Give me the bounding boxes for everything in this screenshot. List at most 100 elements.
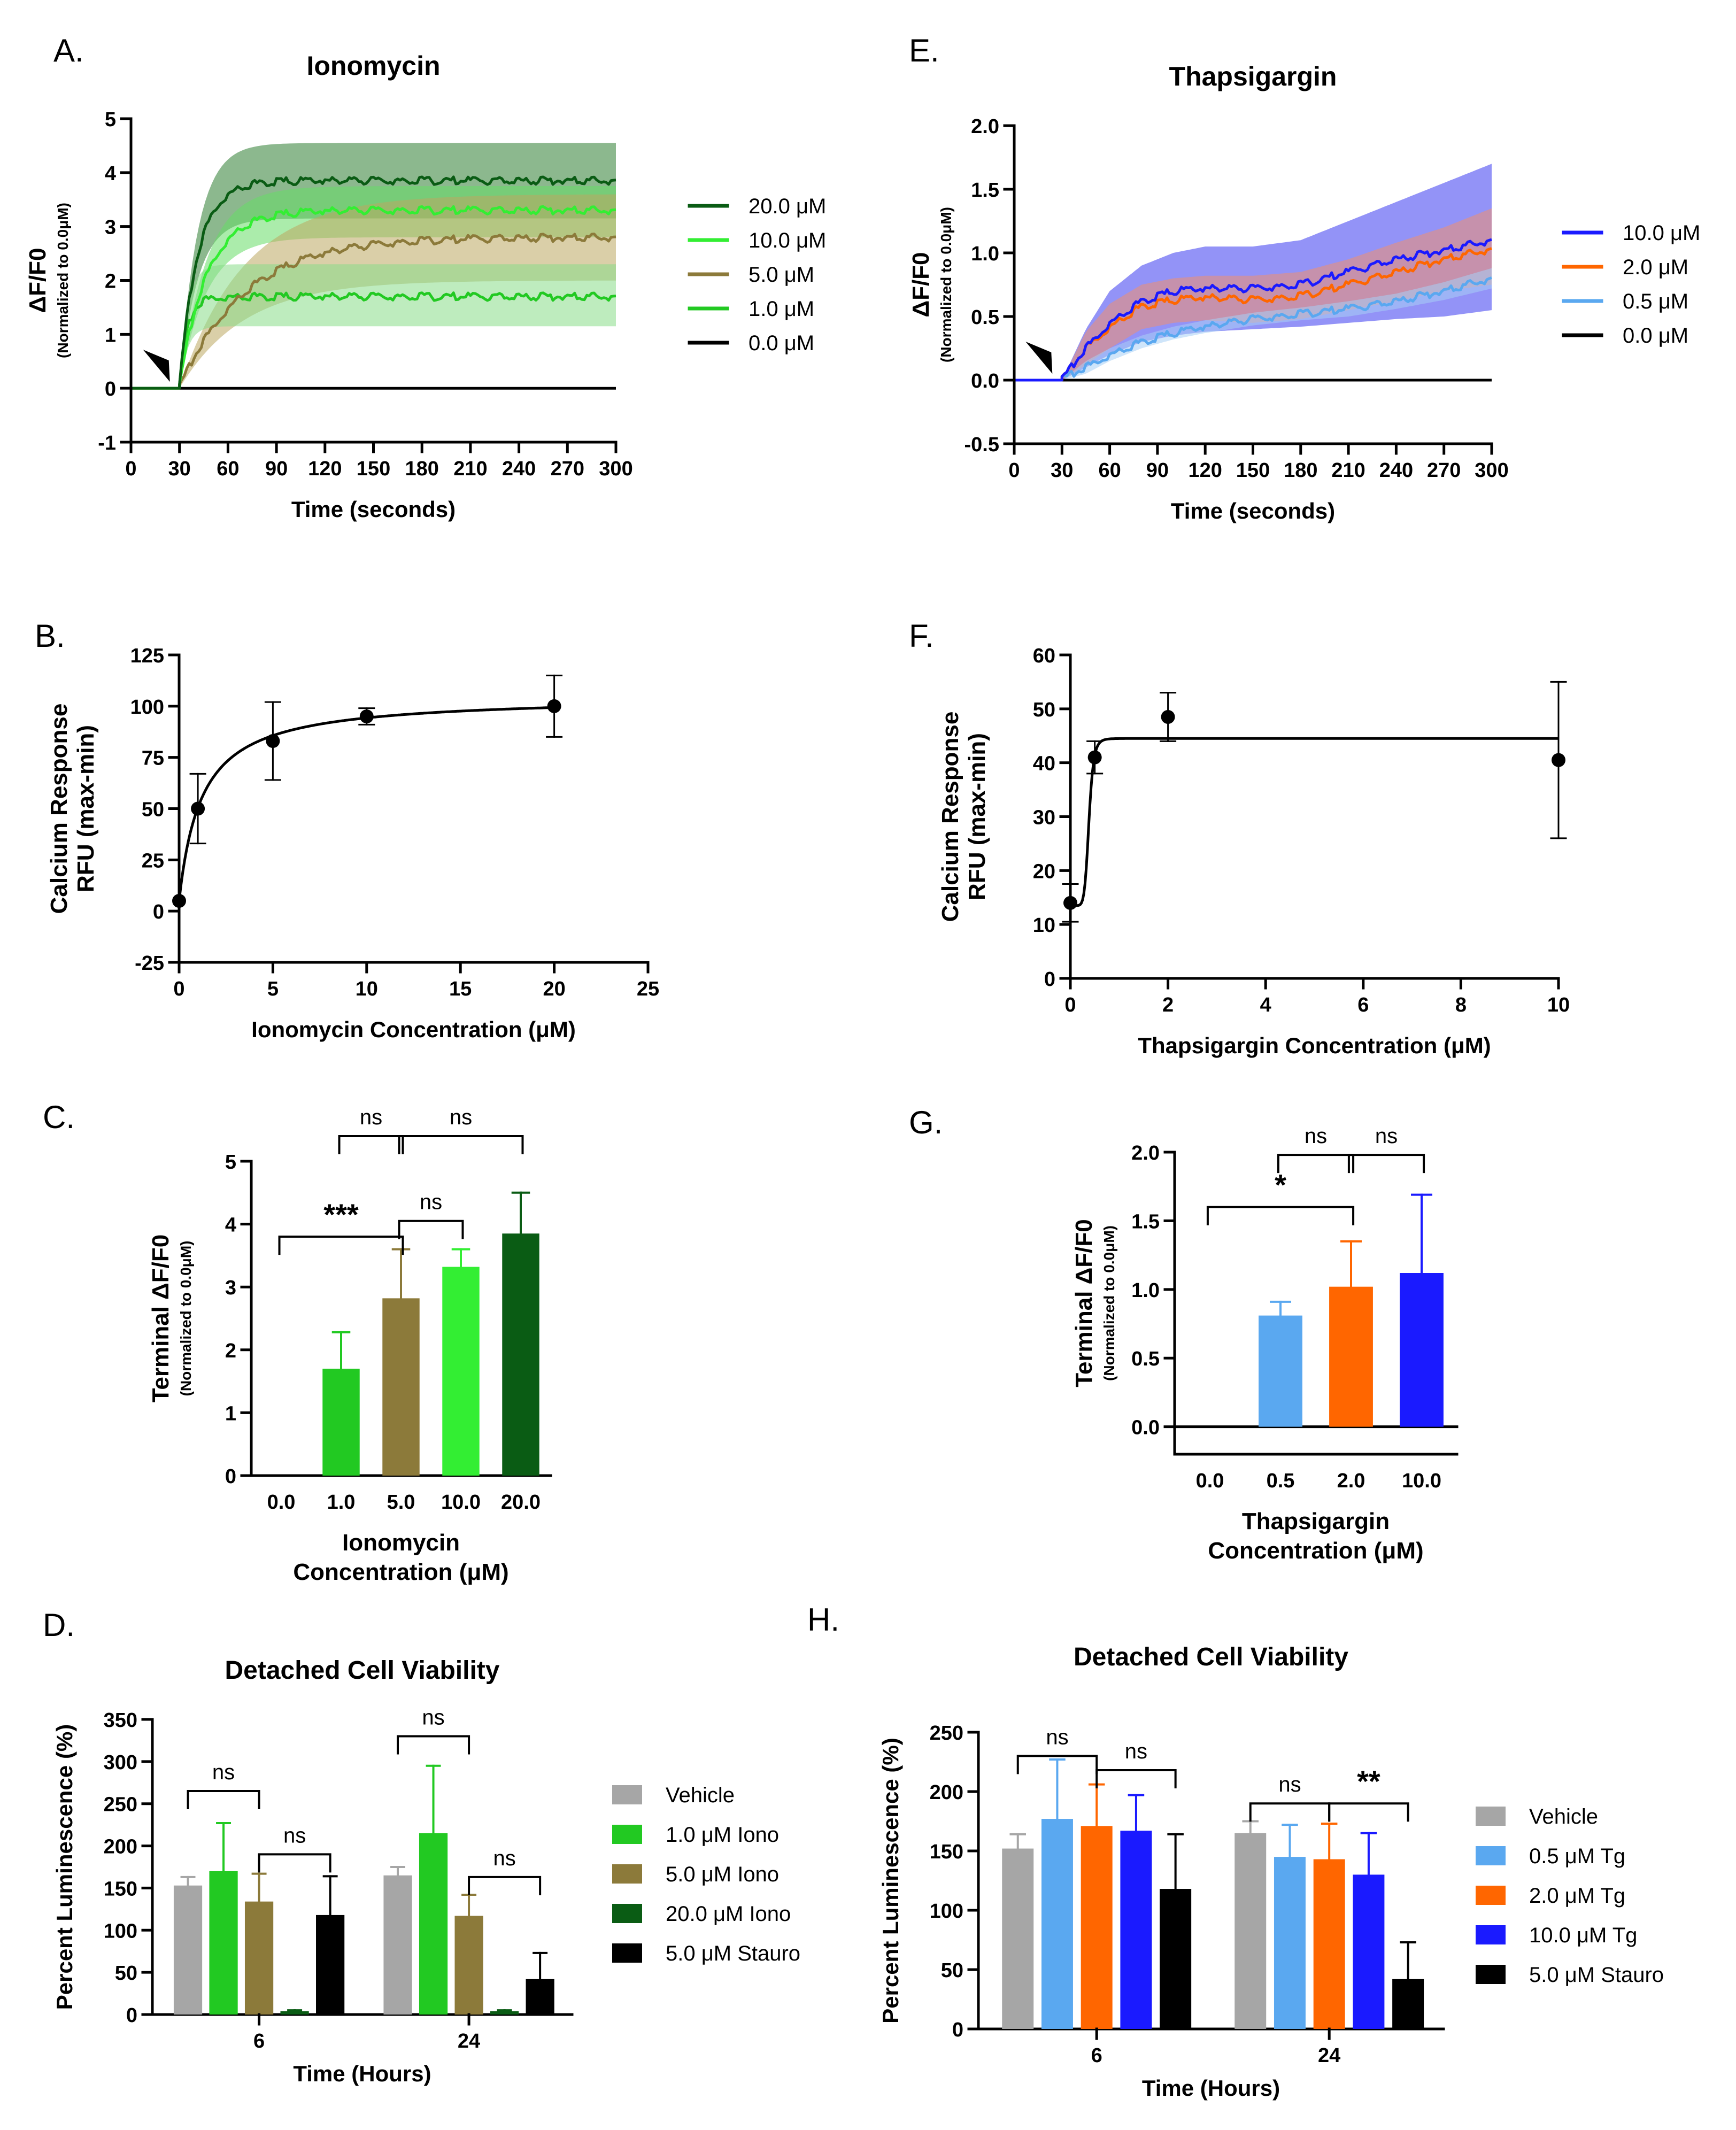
y-axis-subtitle: (Normalized to 0.0μM): [55, 203, 71, 358]
x-tick-label: 120: [308, 458, 342, 480]
y-tick-label: 30: [1033, 807, 1055, 829]
x-tick-label: 210: [1331, 459, 1365, 482]
y-tick-label: -1: [98, 432, 116, 454]
sem-band: [179, 194, 616, 389]
x-tick-label: 270: [1427, 459, 1461, 482]
y-tick-label: 50: [142, 799, 164, 821]
y-tick-label: 5: [225, 1151, 236, 1174]
bar: [383, 1875, 412, 2015]
x-axis-title: Thapsigargin: [1242, 1508, 1390, 1534]
bar: [1313, 1859, 1345, 2029]
significance-bracket: [398, 1220, 464, 1239]
panel-letter: A.: [53, 33, 84, 68]
y-tick-label: 300: [104, 1751, 137, 1774]
data-point: [1161, 709, 1175, 724]
y-axis-title: ΔF/F0: [908, 252, 934, 317]
significance-label: ns: [360, 1106, 382, 1129]
x-tick-label: 0.0: [1196, 1470, 1224, 1492]
x-axis-title: Time (Hours): [293, 2061, 431, 2086]
y-axis-title: ΔF/F0: [25, 248, 51, 313]
y-tick-label: 50: [115, 1962, 137, 1985]
y-tick-label: 0.0: [971, 370, 999, 392]
legend-swatch: [612, 1943, 642, 1963]
x-tick-label: 210: [453, 458, 487, 480]
chart-title: Detached Cell Viability: [1074, 1643, 1348, 1671]
legend-label: 5.0 μM Stauro: [666, 1942, 800, 1965]
data-point: [266, 734, 280, 748]
y-tick-label: 150: [104, 1878, 137, 1900]
x-axis-title: Time (seconds): [291, 497, 456, 522]
x-tick-label: 150: [1236, 459, 1270, 482]
significance-bracket: [1206, 1206, 1355, 1225]
significance-label: *: [1275, 1168, 1286, 1202]
stimulus-arrow-icon: [143, 350, 170, 382]
y-tick-label: 25: [142, 850, 164, 872]
panel-e: -0.5 0.0 0.5 1.0 1.5 2.0 0 30 60 90 120 150 180 210 24…: [908, 61, 1700, 523]
x-tick-label: 24: [458, 2030, 480, 2052]
y-tick-label: 50: [1033, 699, 1055, 721]
y-tick-label: 250: [930, 1722, 963, 1745]
y-tick-label: 250: [104, 1794, 137, 1816]
panel-c: 0 1 2 3 4 5 0.0 1.0 5.0 10.0 20.0 *** ns ns ns Ionomyci…: [148, 1106, 552, 1585]
x-tick-label: 0: [173, 978, 184, 1000]
bar: [1400, 1273, 1444, 1427]
significance-label: ns: [212, 1761, 235, 1784]
panel-g: 0.0 0.5 1.0 1.5 2.0 0.0 0.5 2.0 10.0 * ns ns Thapsig…: [1071, 1124, 1459, 1564]
data-point: [359, 709, 374, 723]
y-tick-label: 100: [104, 1920, 137, 1942]
bar: [316, 1915, 345, 2015]
significance-bracket: [1328, 1802, 1409, 1822]
panel-letter: G.: [909, 1105, 943, 1140]
x-tick-label: 6: [1357, 994, 1369, 1016]
legend-swatch: [1476, 1925, 1506, 1944]
bar: [1329, 1286, 1373, 1427]
data-point: [1087, 750, 1102, 765]
panel-letter: F.: [909, 618, 934, 654]
significance-bracket: [468, 1876, 542, 1895]
series-line: [131, 205, 616, 390]
x-tick-label: 2: [1162, 994, 1174, 1016]
y-axis-title: Percent Luminescence (%): [52, 1724, 77, 2010]
legend-label: 1.0 μM Iono: [666, 1823, 779, 1847]
sem-band: [1062, 268, 1492, 380]
significance-bracket: [1016, 1755, 1098, 1774]
x-tick-label: 25: [637, 978, 659, 1000]
y-tick-label: 20: [1033, 860, 1055, 883]
significance-label: ns: [450, 1106, 472, 1129]
panel-b: -25 0 25 50 75 100 125 0 5 10 15 20 25 Ionomycin Conc…: [46, 645, 659, 1042]
x-tick-label: 240: [1379, 459, 1413, 482]
chart-title: Ionomycin: [306, 51, 440, 81]
x-tick-label: 30: [168, 458, 191, 480]
x-tick-label: 0.5: [1267, 1470, 1295, 1492]
significance-label: ns: [493, 1847, 515, 1870]
panel-a: -1 0 1 2 3 4 5 0 30 60 90 120 150 180 210 240 270 300 Iono…: [25, 51, 826, 522]
bar: [1274, 1857, 1306, 2029]
sem-band: [179, 264, 616, 389]
bar: [442, 1267, 480, 1476]
y-tick-label: 2: [225, 1340, 236, 1362]
significance-bracket: [397, 1735, 470, 1755]
y-tick-label: 0: [225, 1465, 236, 1488]
bar: [454, 1916, 483, 2015]
x-tick-label: 240: [502, 458, 536, 480]
x-tick-label: 60: [1098, 459, 1121, 482]
x-tick-label: 4: [1260, 994, 1271, 1016]
bar: [244, 1901, 274, 2015]
series-line: [131, 233, 616, 390]
x-tick-label: 90: [265, 458, 288, 480]
y-tick-label: 4: [225, 1214, 236, 1237]
x-tick-label: 10.0: [1402, 1470, 1441, 1492]
panel-letter: H.: [807, 1602, 839, 1638]
legend-swatch: [612, 1864, 642, 1884]
significance-label: ns: [1125, 1740, 1147, 1763]
x-tick-label: 30: [1051, 459, 1073, 482]
series-line: [1014, 276, 1492, 382]
x-tick-label: 0.0: [267, 1491, 296, 1514]
legend-label: 2.0 μM Tg: [1529, 1884, 1625, 1908]
y-tick-label: 350: [104, 1709, 137, 1732]
significance-bracket: [398, 1135, 524, 1154]
legend-swatch: [612, 1785, 642, 1804]
y-tick-label: 150: [930, 1841, 963, 1863]
bar: [1120, 1831, 1152, 2029]
y-tick-label: -25: [135, 952, 164, 975]
